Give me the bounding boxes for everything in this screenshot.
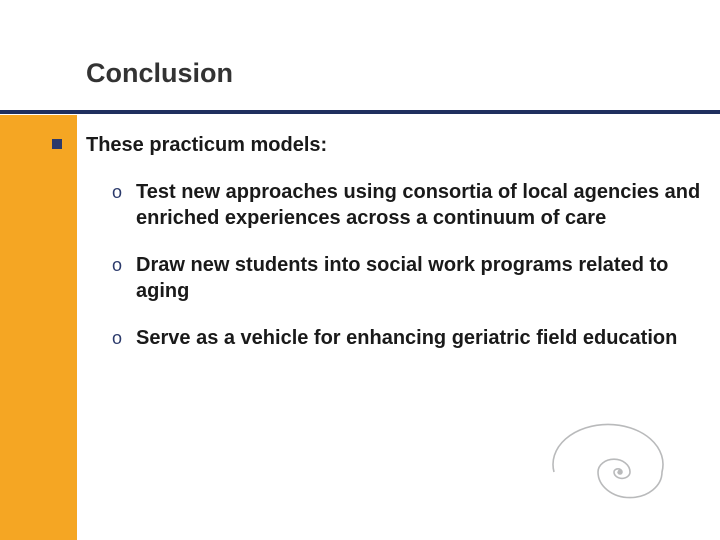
spiral-icon xyxy=(550,422,690,522)
sub-bullet-item: o Test new approaches using consortia of… xyxy=(112,180,702,231)
sub-bullet-item: o Draw new students into social work pro… xyxy=(112,253,702,304)
circle-bullet-icon: o xyxy=(112,328,122,349)
sub-bullet-list: o Test new approaches using consortia of… xyxy=(112,180,702,352)
circle-bullet-icon: o xyxy=(112,182,122,203)
slide-container: Conclusion These practicum models: o Tes… xyxy=(0,0,720,540)
sub-bullet-text: Test new approaches using consortia of l… xyxy=(136,180,702,231)
square-bullet-icon xyxy=(52,139,62,149)
content-block: These practicum models: o Test new appro… xyxy=(52,132,702,374)
circle-bullet-icon: o xyxy=(112,255,122,276)
sub-bullet-text: Serve as a vehicle for enhancing geriatr… xyxy=(136,326,677,352)
slide-title: Conclusion xyxy=(86,58,233,89)
sub-bullet-item: o Serve as a vehicle for enhancing geria… xyxy=(112,326,702,352)
bullet-text: These practicum models: xyxy=(86,132,327,158)
sub-bullet-text: Draw new students into social work progr… xyxy=(136,253,702,304)
divider-bar xyxy=(0,110,720,114)
bullet-level-1: These practicum models: xyxy=(52,132,702,158)
